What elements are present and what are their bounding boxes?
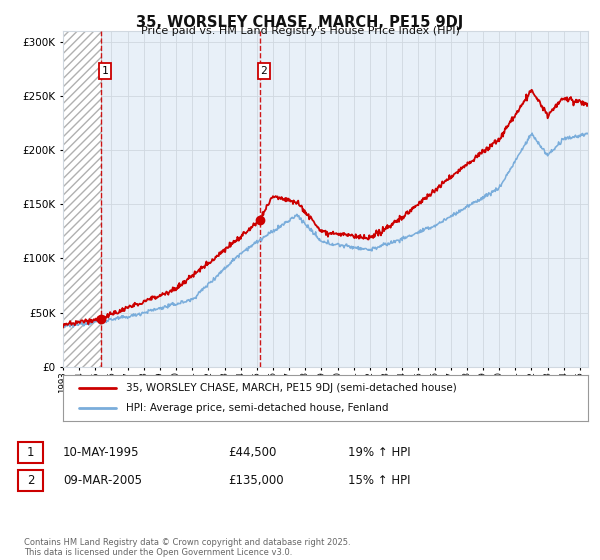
Text: 1: 1 — [27, 446, 34, 459]
Text: HPI: Average price, semi-detached house, Fenland: HPI: Average price, semi-detached house,… — [126, 403, 389, 413]
Bar — [63, 31, 101, 367]
Text: Price paid vs. HM Land Registry's House Price Index (HPI): Price paid vs. HM Land Registry's House … — [140, 26, 460, 36]
Text: 15% ↑ HPI: 15% ↑ HPI — [348, 474, 410, 487]
Text: £44,500: £44,500 — [228, 446, 277, 459]
Text: 09-MAR-2005: 09-MAR-2005 — [63, 474, 142, 487]
Text: 1: 1 — [102, 66, 109, 76]
Text: £135,000: £135,000 — [228, 474, 284, 487]
Text: Contains HM Land Registry data © Crown copyright and database right 2025.
This d: Contains HM Land Registry data © Crown c… — [24, 538, 350, 557]
Text: 10-MAY-1995: 10-MAY-1995 — [63, 446, 139, 459]
Text: 2: 2 — [27, 474, 34, 487]
Text: 35, WORSLEY CHASE, MARCH, PE15 9DJ: 35, WORSLEY CHASE, MARCH, PE15 9DJ — [136, 15, 464, 30]
Text: 35, WORSLEY CHASE, MARCH, PE15 9DJ (semi-detached house): 35, WORSLEY CHASE, MARCH, PE15 9DJ (semi… — [126, 383, 457, 393]
Text: 2: 2 — [260, 66, 268, 76]
Text: 19% ↑ HPI: 19% ↑ HPI — [348, 446, 410, 459]
